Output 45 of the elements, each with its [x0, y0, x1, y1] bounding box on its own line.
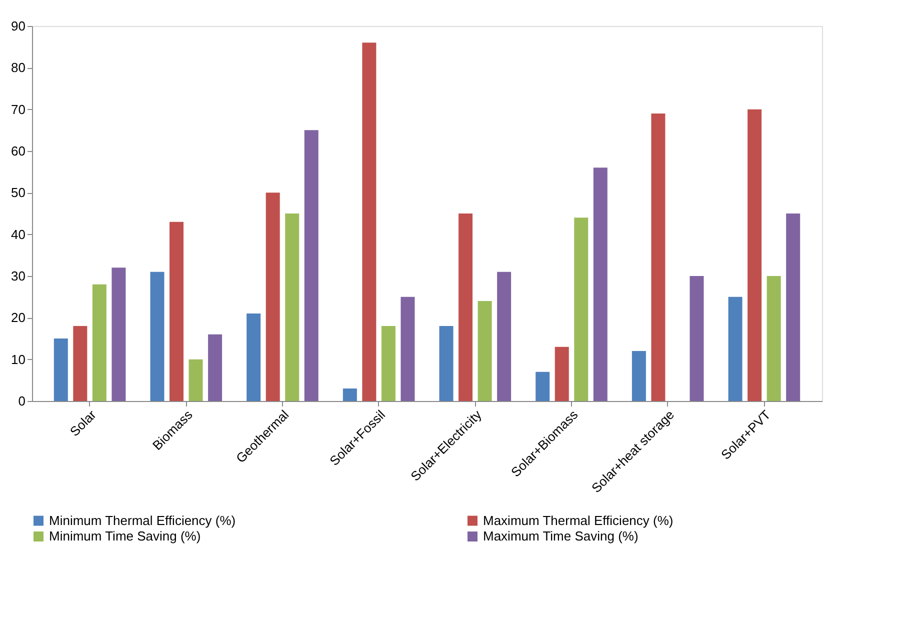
legend-label: Minimum Thermal Efficiency (%) [49, 512, 236, 528]
bar [92, 284, 106, 401]
y-tick-label: 30 [11, 268, 26, 284]
bar [246, 314, 261, 401]
bar [478, 301, 492, 401]
bar [170, 222, 184, 401]
bar [728, 296, 742, 401]
y-tick-label: 0 [18, 394, 26, 408]
y-tick-label: 50 [11, 185, 26, 200]
bar [554, 346, 569, 401]
bar [536, 372, 550, 401]
bar [150, 272, 164, 401]
bar [439, 326, 454, 401]
legend-label: Maximum Thermal Efficiency (%) [483, 512, 674, 528]
legend-label: Minimum Time Saving (%) [49, 528, 201, 544]
y-tick-label: 40 [11, 226, 26, 242]
bar [574, 218, 588, 401]
y-tick-label: 80 [11, 60, 26, 76]
bar [690, 276, 704, 401]
legend-label: Maximum Time Saving (%) [483, 528, 638, 544]
bar [651, 114, 666, 401]
bar [188, 359, 203, 401]
bar [266, 192, 280, 401]
bar [458, 214, 473, 401]
bar [748, 109, 762, 401]
bar [54, 338, 68, 401]
bar [304, 130, 318, 401]
y-tick-label: 70 [11, 102, 26, 117]
bar [112, 268, 126, 401]
bar [766, 276, 781, 401]
bar [208, 334, 222, 401]
bar [497, 272, 512, 401]
y-tick-label: 10 [11, 352, 26, 367]
bar [73, 326, 88, 401]
bar [632, 351, 646, 401]
y-tick-label: 60 [11, 144, 26, 158]
bar [362, 42, 376, 401]
bar [593, 168, 608, 401]
y-tick-label: 20 [11, 310, 26, 326]
bar [381, 326, 396, 401]
bar [786, 214, 800, 401]
bar [400, 296, 415, 401]
bar [285, 214, 300, 401]
y-tick-label: 90 [11, 18, 26, 34]
bar [342, 388, 357, 401]
